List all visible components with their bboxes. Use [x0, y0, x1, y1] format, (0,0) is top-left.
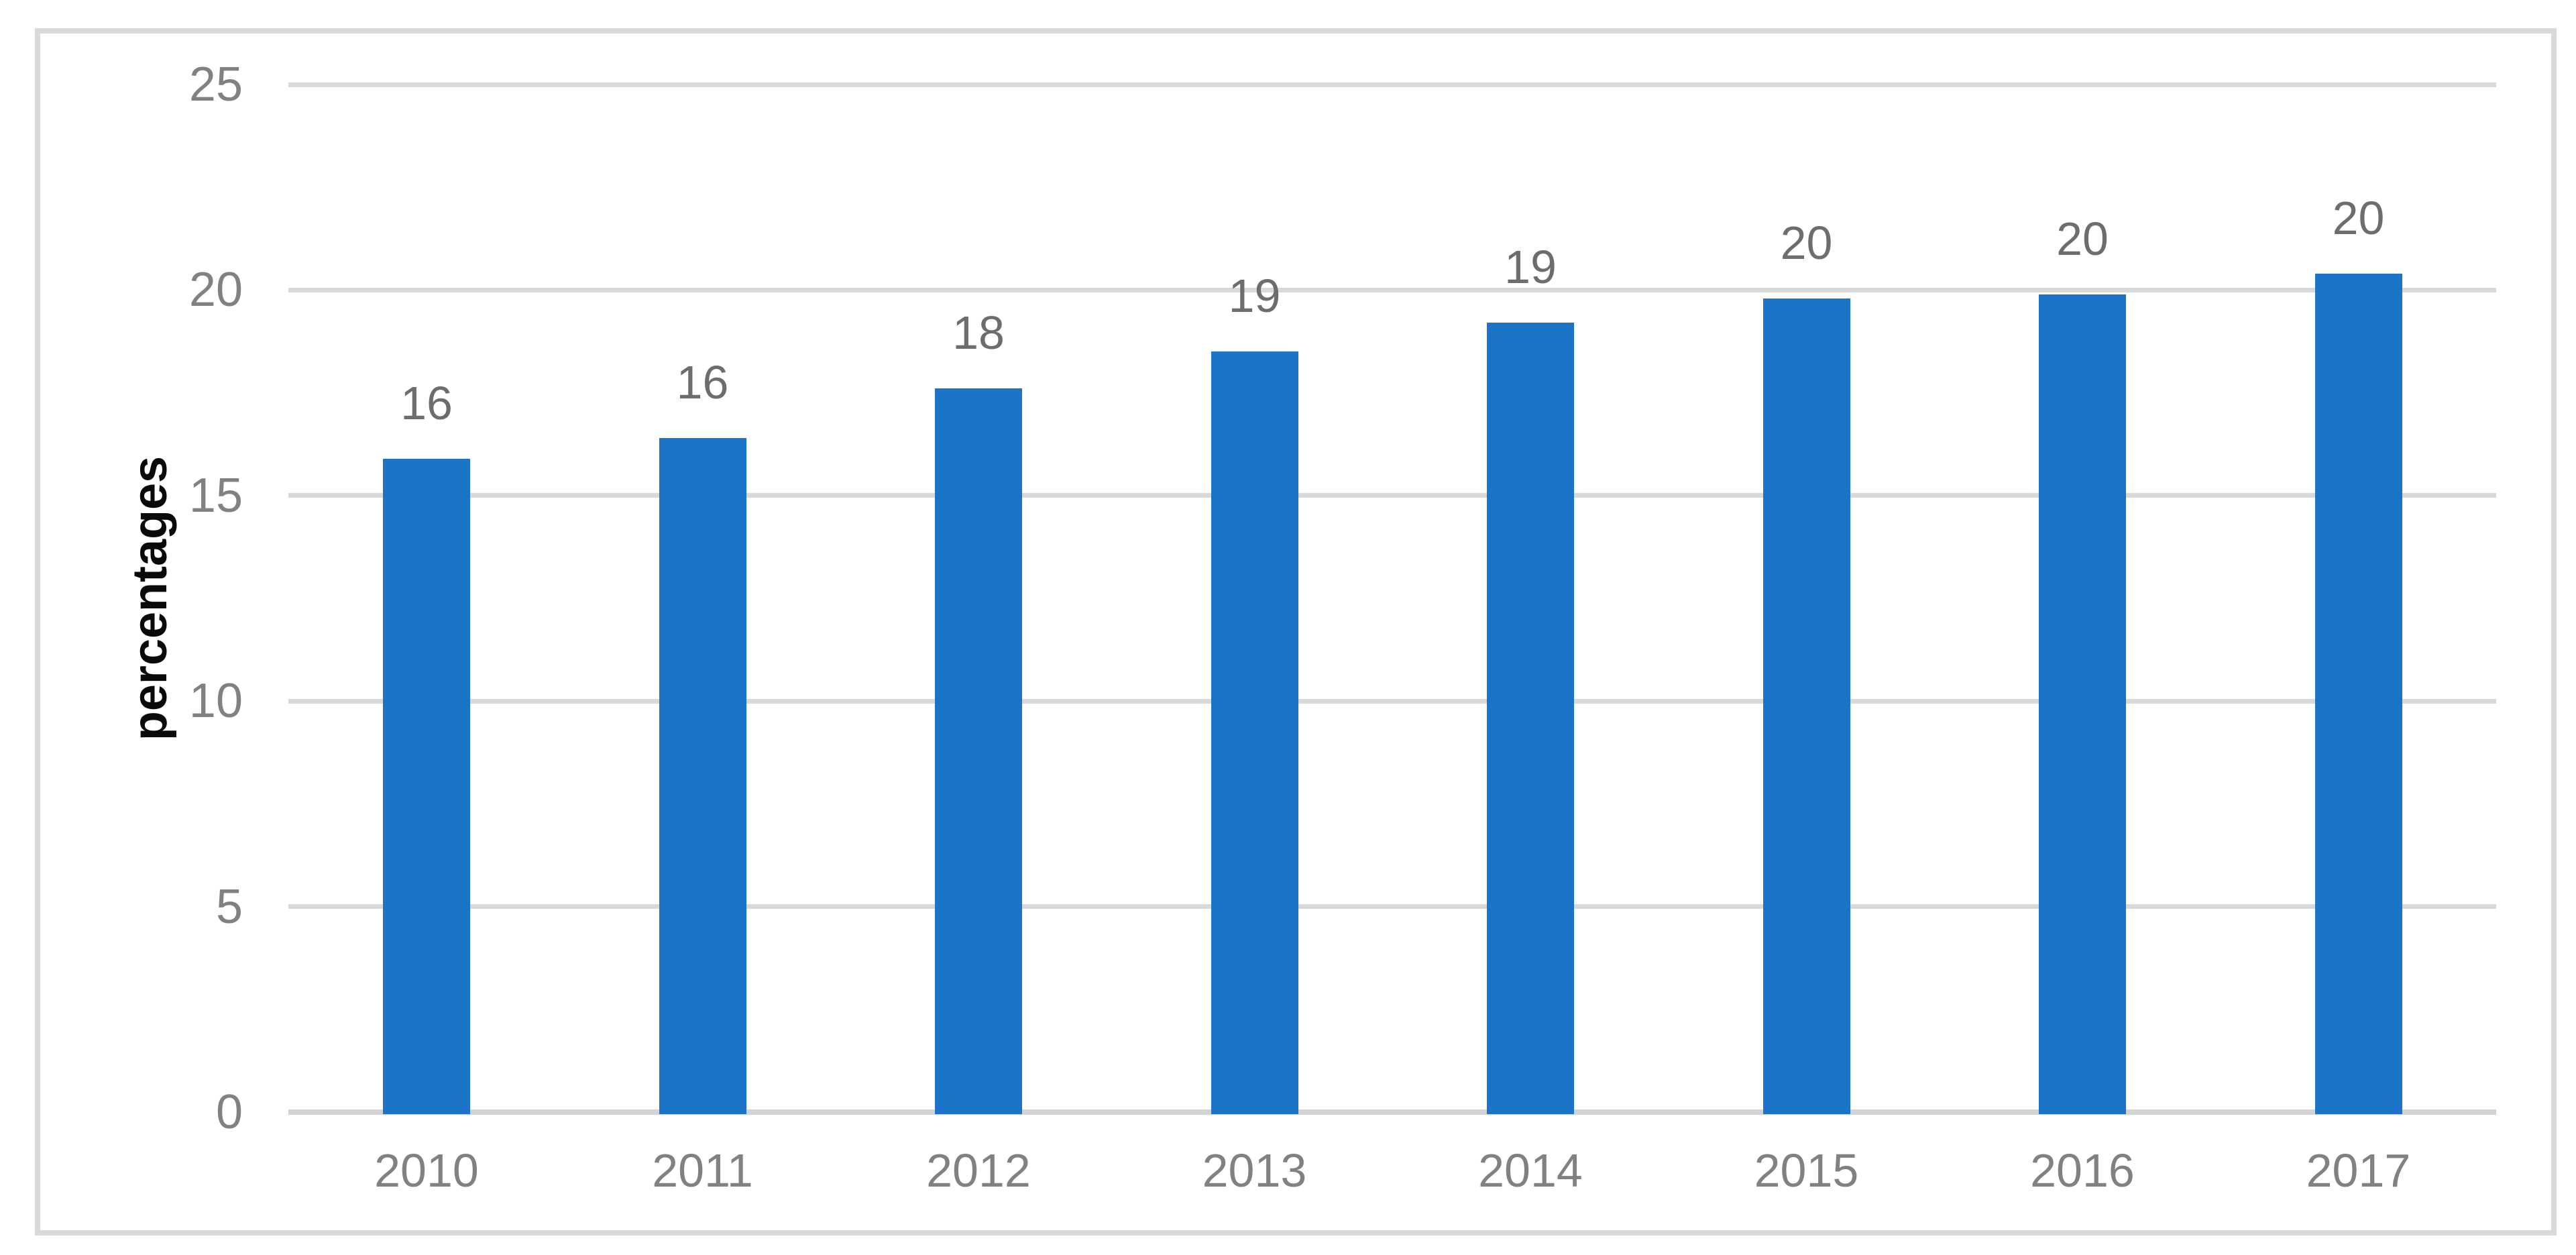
data-label-2016: 20	[2056, 212, 2109, 265]
data-label-2010: 16	[400, 376, 453, 429]
x-tick-label-2010: 2010	[374, 1144, 479, 1197]
gridline	[288, 287, 2496, 292]
gridline	[288, 698, 2496, 704]
bar-2015	[1762, 298, 1850, 1114]
y-tick-label-20: 20	[188, 263, 243, 317]
data-label-2012: 18	[952, 307, 1005, 360]
data-label-2011: 16	[676, 356, 729, 408]
y-axis-title: percentages	[123, 455, 177, 741]
x-tick-label-2012: 2012	[926, 1144, 1031, 1197]
y-tick-label-0: 0	[215, 1085, 243, 1139]
x-tick-label-2017: 2017	[2306, 1144, 2411, 1197]
x-tick-label-2016: 2016	[2030, 1144, 2135, 1197]
y-tick-label-5: 5	[215, 879, 243, 934]
data-label-2015: 20	[1780, 216, 1833, 269]
bar-2013	[1211, 351, 1298, 1114]
x-tick-label-2014: 2014	[1478, 1144, 1583, 1197]
gridline	[288, 493, 2496, 498]
bar-2014	[1487, 323, 1574, 1114]
bar-2017	[2314, 273, 2402, 1114]
x-tick-label-2013: 2013	[1202, 1144, 1307, 1197]
bar-2016	[2039, 294, 2126, 1114]
x-tick-label-2011: 2011	[652, 1144, 753, 1197]
x-axis-line	[288, 1109, 2496, 1115]
x-tick-label-2015: 2015	[1754, 1144, 1859, 1197]
y-tick-label-25: 25	[188, 58, 243, 111]
gridline	[288, 904, 2496, 910]
data-label-2017: 20	[2332, 191, 2385, 244]
bar-2012	[935, 388, 1022, 1114]
y-tick-label-10: 10	[188, 674, 243, 728]
gridline	[288, 82, 2496, 87]
bar-2011	[659, 438, 746, 1114]
data-label-2013: 19	[1228, 270, 1281, 323]
data-label-2014: 19	[1504, 241, 1557, 294]
y-tick-label-15: 15	[188, 468, 243, 523]
bar-2010	[383, 458, 470, 1114]
